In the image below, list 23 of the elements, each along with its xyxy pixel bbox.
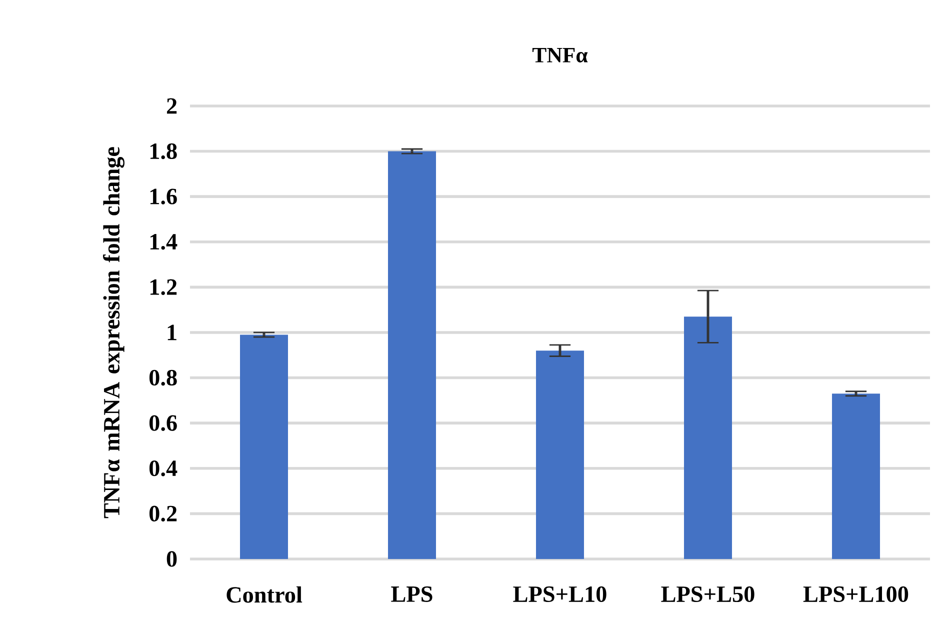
y-tick-label: 0.8 xyxy=(149,370,177,386)
x-tick-label: LPS+L100 xyxy=(803,586,908,602)
bar xyxy=(536,350,584,559)
y-tick-label: 1.4 xyxy=(150,234,178,250)
x-tick-label: LPS+L10 xyxy=(513,586,606,602)
bar xyxy=(832,394,880,559)
chart-title: TNFα xyxy=(532,48,588,62)
y-tick-label: 0.4 xyxy=(149,460,178,476)
x-tick-label: Control xyxy=(226,586,302,603)
bar xyxy=(684,316,732,559)
y-tick-label: 1 xyxy=(168,324,176,340)
bar xyxy=(388,151,436,559)
y-axis-title: TNFα mRNA expression fold change xyxy=(103,147,124,518)
y-tick-label: 1.8 xyxy=(150,143,177,160)
y-tick-label: 2 xyxy=(166,98,177,114)
y-tick-label: 1.6 xyxy=(150,188,177,204)
bar xyxy=(240,334,288,559)
y-tick-label: 0.2 xyxy=(149,506,177,522)
x-tick-label: LPS xyxy=(391,586,432,602)
y-tick-label: 1.2 xyxy=(150,279,177,296)
x-tick-label: LPS+L50 xyxy=(661,586,754,602)
y-tick-label: 0 xyxy=(166,551,177,567)
y-tick-label: 0.6 xyxy=(149,415,177,431)
